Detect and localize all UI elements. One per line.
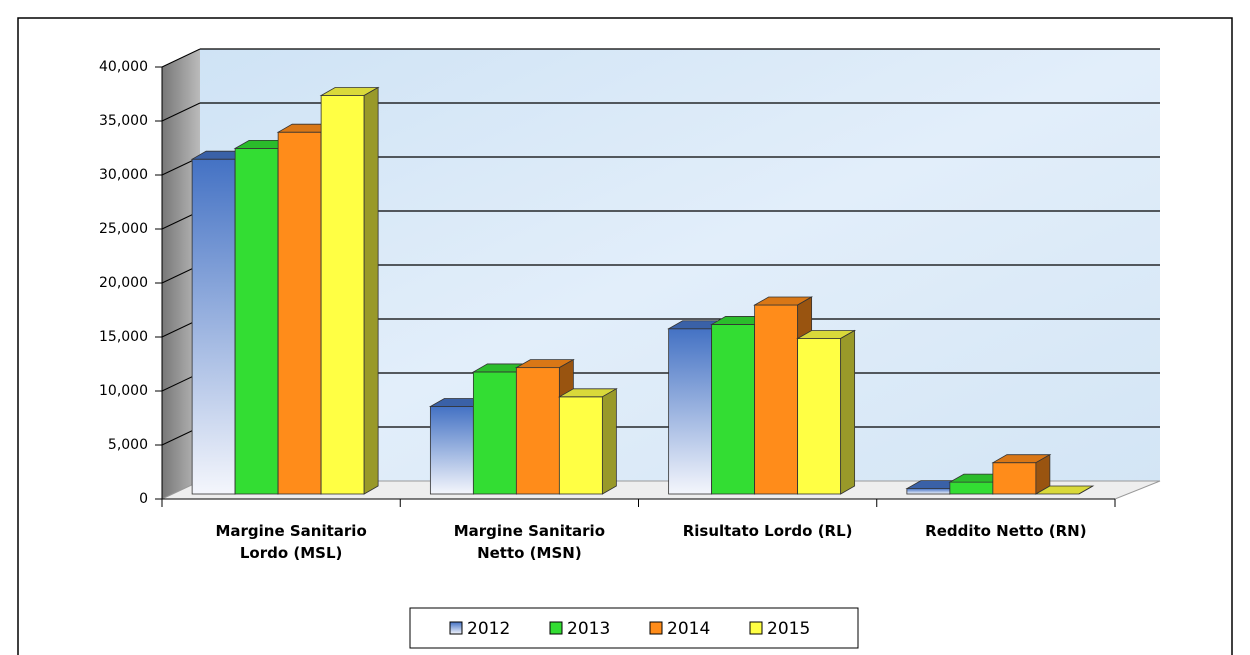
y-tick-label: 40,000 <box>99 59 148 75</box>
bar <box>1034 485 1095 495</box>
x-tick-label: Risultato Lordo (RL) <box>682 522 853 540</box>
bar-front <box>711 324 756 495</box>
legend-label: 2012 <box>467 619 510 639</box>
legend-label: 2013 <box>567 619 610 639</box>
grid-line <box>161 48 201 68</box>
x-tick-label: Reddito Netto (RN) <box>925 522 1087 540</box>
y-tick-label: 30,000 <box>99 167 148 183</box>
bar-front <box>992 462 1037 495</box>
y-tick-label: 10,000 <box>99 383 148 399</box>
x-tick-label: Margine Sanitario Lordo (MSL) <box>215 522 367 562</box>
y-tick-label: 35,000 <box>99 113 148 129</box>
legend-label: 2014 <box>667 619 710 639</box>
y-tick-label: 5,000 <box>108 437 148 453</box>
bar-side <box>840 329 856 495</box>
frame <box>17 17 1233 655</box>
x-tick-label: Margine Sanitario Netto (MSN) <box>453 522 606 562</box>
bar-side <box>1078 485 1094 495</box>
bar-front <box>277 131 322 495</box>
bar-side <box>363 86 379 495</box>
bar-front <box>320 95 365 495</box>
legend-swatch <box>649 621 663 635</box>
y-tick-label: 0 <box>139 491 148 507</box>
bar-front <box>429 406 474 495</box>
legend-swatch <box>749 621 763 635</box>
bar-front <box>515 367 560 495</box>
bar-front <box>472 371 517 495</box>
legend-swatch <box>549 621 563 635</box>
bar-front <box>191 158 236 495</box>
y-tick-label: 15,000 <box>99 329 148 345</box>
bar-front <box>234 147 279 495</box>
bar <box>796 329 857 495</box>
bar-front <box>668 328 713 495</box>
legend-swatch <box>449 621 463 635</box>
grid-line <box>161 102 201 122</box>
y-tick-label: 20,000 <box>99 275 148 291</box>
bar <box>991 453 1052 495</box>
bar <box>319 86 380 495</box>
y-tick-label: 25,000 <box>99 221 148 237</box>
legend <box>409 607 859 649</box>
bar <box>557 388 618 495</box>
bar-front <box>558 396 603 495</box>
bar-front <box>949 481 994 495</box>
bar-front <box>906 488 951 495</box>
bar-side <box>601 388 617 495</box>
bar-front <box>797 338 842 495</box>
legend-label: 2015 <box>767 619 810 639</box>
bar-front <box>754 304 799 495</box>
